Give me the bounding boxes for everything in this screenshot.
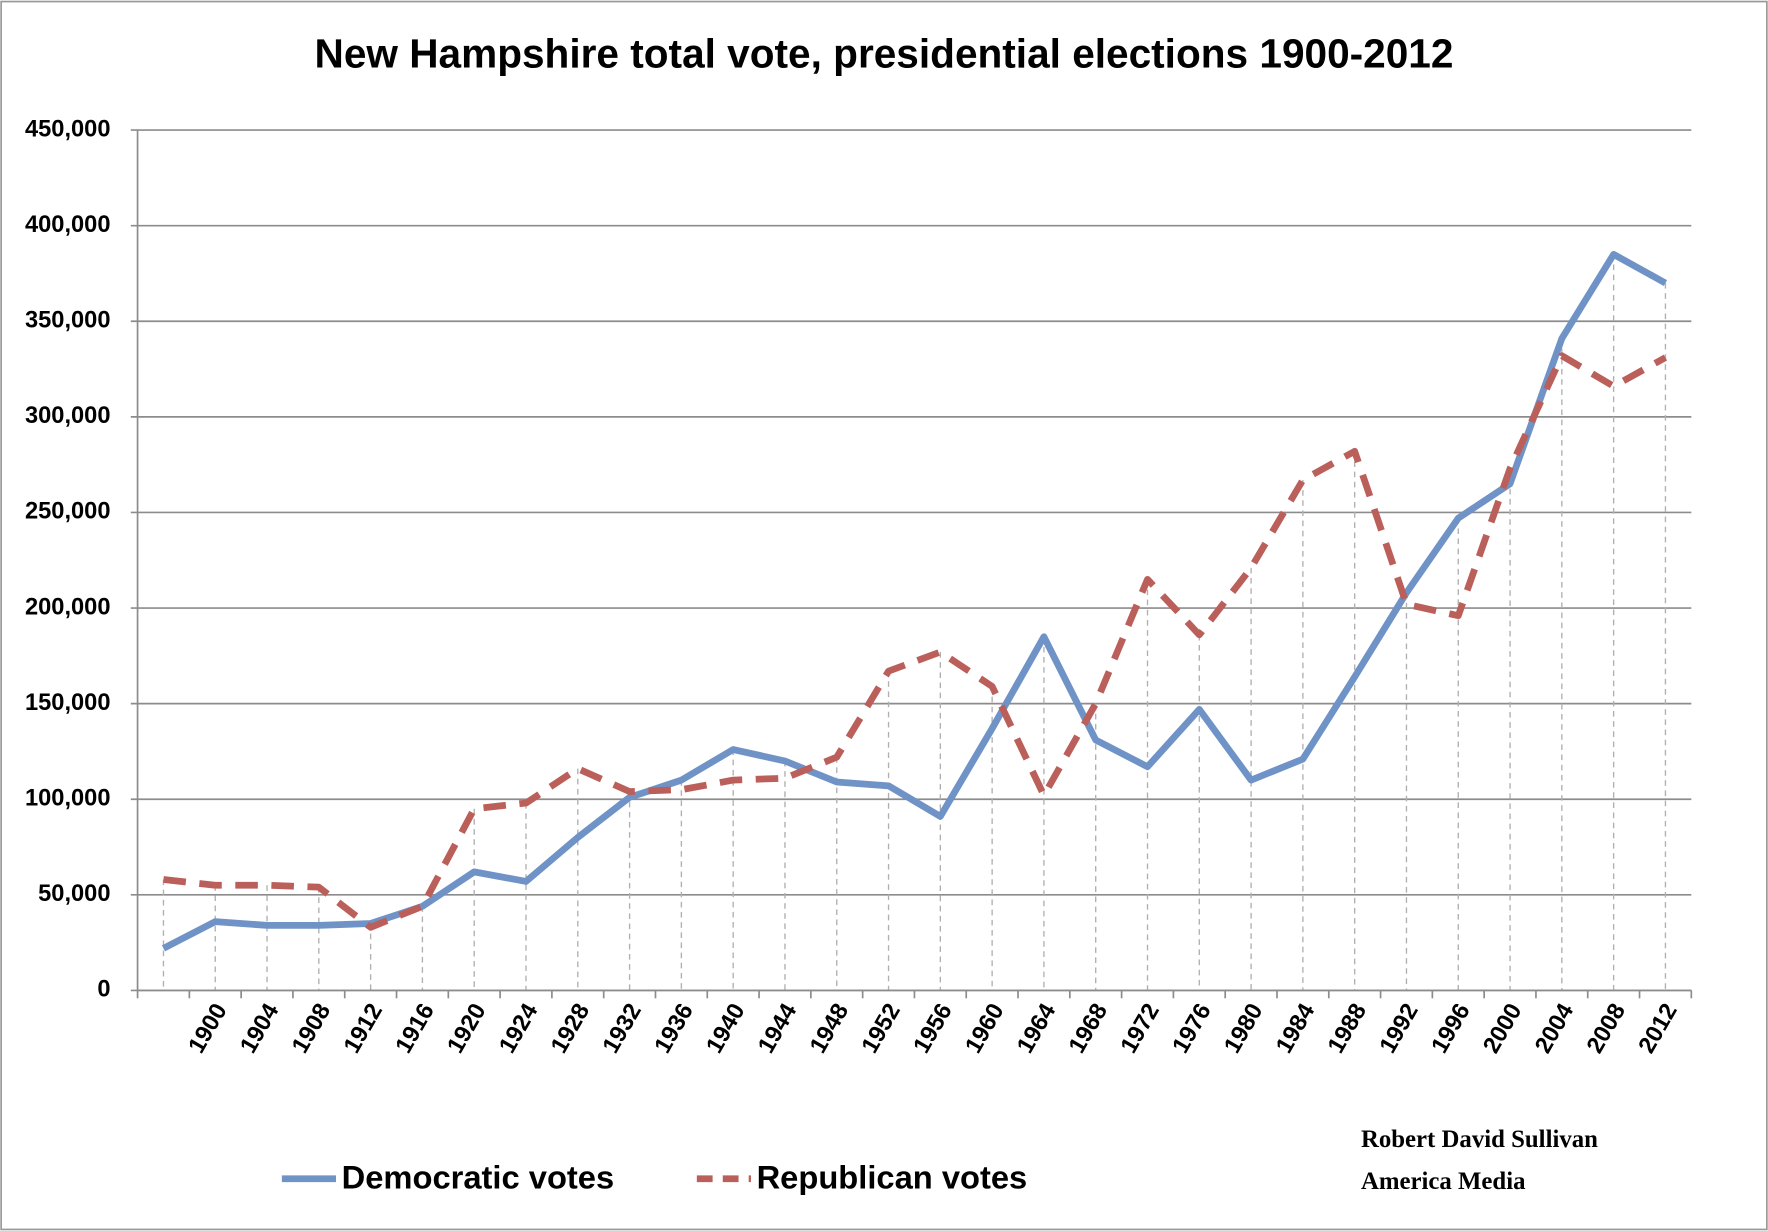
y-tick-label: 200,000 (25, 594, 111, 620)
y-tick-label: 0 (97, 977, 110, 1003)
credit: Robert David Sullivan (1361, 1126, 1598, 1153)
y-tick-label: 250,000 (25, 499, 111, 525)
y-tick-label: 450,000 (25, 116, 111, 142)
series-line (163, 352, 1668, 931)
legend-label: Republican votes (757, 1158, 1028, 1195)
y-tick-label: 400,000 (25, 212, 111, 238)
y-tick-label: 50,000 (38, 881, 110, 907)
y-tick-label: 150,000 (25, 690, 111, 716)
legend-label: Democratic votes (342, 1158, 615, 1195)
chart-title: New Hampshire total vote, presidential e… (315, 31, 1454, 77)
y-tick-label: 350,000 (25, 308, 111, 334)
y-tick-label: 100,000 (25, 785, 111, 811)
credit: America Media (1361, 1168, 1526, 1195)
y-tick-label: 300,000 (25, 403, 111, 429)
